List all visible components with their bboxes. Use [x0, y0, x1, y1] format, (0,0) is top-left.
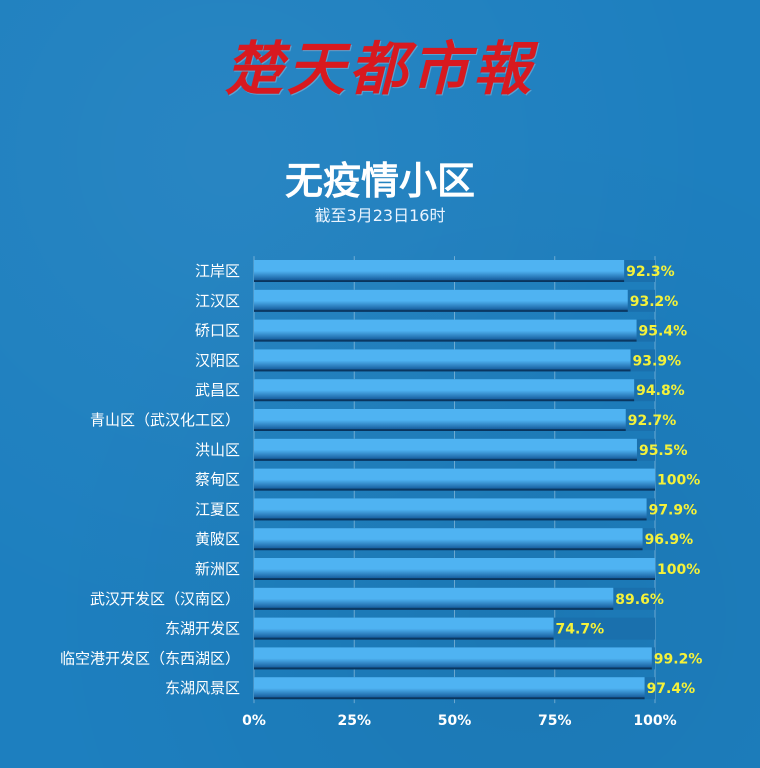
value-label: 99.2%	[654, 651, 703, 667]
category-label: 东湖风景区	[165, 679, 240, 697]
category-label: 武汉开发区（汉南区）	[90, 590, 240, 608]
x-tick-label: 100%	[633, 713, 676, 729]
x-tick-label: 75%	[538, 713, 572, 729]
category-label: 新洲区	[195, 560, 240, 578]
bar	[254, 558, 655, 580]
value-label: 93.2%	[630, 294, 679, 310]
category-label: 临空港开发区（东西湖区）	[60, 649, 240, 667]
category-label: 东湖开发区	[165, 620, 240, 638]
value-label: 100%	[657, 473, 700, 489]
value-label: 92.7%	[628, 413, 677, 429]
bar-shadow	[254, 399, 635, 402]
bar-shadow	[254, 607, 614, 610]
bar-shadow	[254, 697, 645, 700]
category-label: 硚口区	[195, 322, 240, 340]
category-label: 武昌区	[195, 381, 240, 399]
bar-shadow	[254, 309, 628, 312]
value-label: 97.4%	[647, 681, 696, 697]
category-label: 黄陂区	[195, 530, 240, 548]
value-label: 100%	[657, 562, 700, 578]
value-label: 97.9%	[649, 502, 698, 518]
category-label: 江夏区	[195, 500, 240, 518]
x-tick-label: 50%	[438, 713, 472, 729]
x-tick-label: 25%	[337, 713, 371, 729]
newspaper-logo: 楚天都市報	[224, 35, 535, 103]
bar	[254, 349, 631, 372]
category-label: 蔡甸区	[195, 471, 240, 489]
bar-shadow	[254, 339, 637, 342]
bar-shadow	[254, 637, 554, 640]
value-label: 95.5%	[639, 443, 688, 459]
bar-shadow	[254, 458, 637, 461]
bar	[254, 587, 614, 610]
value-label: 93.9%	[633, 353, 682, 369]
x-tick-label: 0%	[242, 713, 266, 729]
x-axis-ticks: 0% 25% 50% 75% 100%	[242, 713, 677, 729]
bar-shadow	[254, 578, 655, 580]
bar-shadow	[254, 369, 631, 372]
value-label: 89.6%	[615, 592, 664, 608]
bar	[254, 528, 643, 551]
bar	[254, 438, 637, 461]
value-label: 92.3%	[626, 264, 675, 280]
value-label: 94.8%	[636, 383, 685, 399]
value-label: 96.9%	[645, 532, 694, 548]
bar	[254, 498, 647, 521]
bar	[254, 319, 637, 342]
bar-shadow	[254, 280, 625, 282]
value-label: 74.7%	[556, 622, 605, 638]
category-label: 汉阳区	[195, 351, 240, 369]
bar	[254, 677, 645, 700]
bar	[254, 289, 628, 312]
bar	[254, 617, 554, 640]
bar	[254, 468, 655, 491]
bar-shadow	[254, 429, 626, 431]
bar-shadow	[254, 518, 647, 521]
bars	[254, 260, 655, 700]
category-label: 青山区（武汉化工区）	[90, 411, 240, 429]
value-labels: 92.3% 93.2% 95.4% 93.9% 94.8% 92.7% 95.5% 100% 9…	[556, 264, 703, 697]
bar-shadow	[254, 667, 652, 670]
bar	[254, 260, 625, 282]
bar-shadow	[254, 488, 655, 491]
bar-shadow	[254, 548, 643, 551]
chart-subtitle: 截至3月23日16时	[314, 206, 446, 225]
bar	[254, 409, 626, 431]
chart-title: 无疫情小区	[284, 159, 475, 203]
bar	[254, 647, 652, 670]
category-label: 江汉区	[195, 292, 240, 310]
bar	[254, 379, 635, 402]
category-label: 江岸区	[195, 262, 240, 280]
value-label: 95.4%	[639, 324, 688, 340]
category-label: 洪山区	[195, 441, 240, 459]
